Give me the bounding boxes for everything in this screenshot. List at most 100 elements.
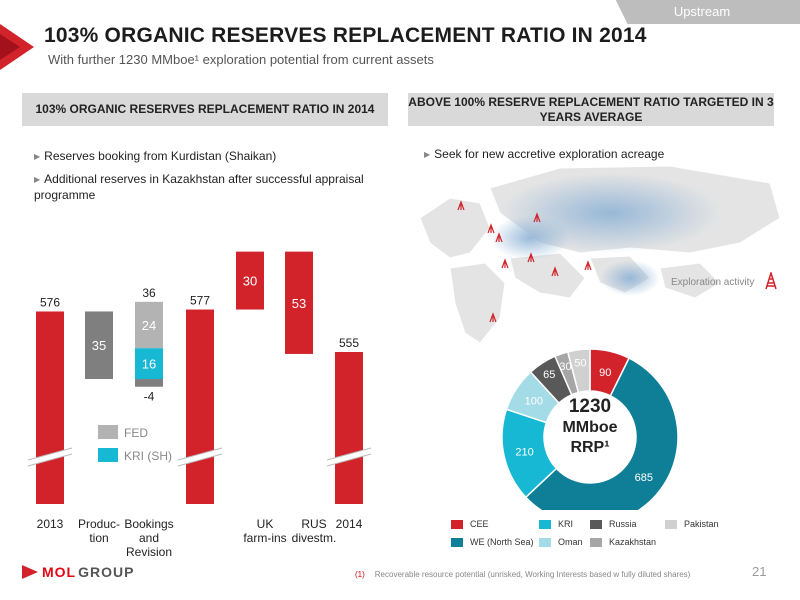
left-bullet-2-text: Additional reserves in Kazakhstan after …: [34, 172, 364, 202]
value-label-production: 35: [92, 338, 106, 353]
legend-label: KRI: [558, 519, 574, 529]
category-label-line: UK: [257, 517, 274, 531]
value-label-uk: 30: [243, 274, 257, 289]
legend-swatch: [451, 537, 463, 547]
section-tab: Upstream: [615, 0, 800, 24]
left-bullet-1: ▶ Reserves booking from Kurdistan (Shaika…: [34, 149, 277, 163]
donut-chart: 90 685 210 100 65 30 50: [501, 348, 679, 510]
donut-value-label: 50: [574, 358, 586, 370]
bar-subtotal: [186, 309, 214, 504]
legend-label: Oman: [558, 537, 583, 547]
donut-value-label: 100: [525, 396, 543, 408]
page-title: 103% ORGANIC RESERVES REPLACEMENT RATIO …: [44, 24, 647, 47]
legend-we-north-sea: WE (North Sea): [451, 537, 534, 547]
bar-rus-divestment: [285, 251, 313, 354]
legend-label: CEE: [470, 519, 489, 529]
category-label-line: Produc-: [78, 517, 120, 531]
right-panel-heading: ABOVE 100% RESERVE REPLACEMENT RATIO TAR…: [408, 93, 774, 126]
legend-label: WE (North Sea): [470, 537, 534, 547]
value-label-bookings-total: 36: [142, 286, 156, 300]
category-label-line: Revision: [126, 545, 172, 559]
waterfall-chart: 576 35 16 24 -4 36 577 30 53 555 FED KRI (SH) 2013 Pr…: [27, 251, 372, 559]
legend-label: Kazakhstan: [609, 537, 657, 547]
rig-icon: [533, 212, 541, 223]
legend-label: Russia: [609, 519, 637, 529]
legend-russia: Russia: [590, 519, 637, 529]
legend-kri: KRI: [539, 519, 573, 529]
legend-swatch: [590, 519, 602, 529]
axis-break: [327, 448, 371, 466]
legend-swatch: [539, 519, 551, 529]
value-label-other: -4: [144, 390, 155, 404]
legend-swatch: [665, 519, 677, 529]
rig-icon: [487, 223, 495, 234]
category-label-line: farm-ins: [243, 531, 286, 545]
bar-2013: [36, 311, 64, 504]
bar-segment-other: [135, 379, 163, 387]
donut-slice-pakistan: [566, 348, 591, 394]
category-label: Bookings and Revision: [124, 517, 173, 559]
donut-value-label: 210: [515, 446, 533, 458]
bar-production: [85, 311, 113, 380]
category-label-line: divestm.: [292, 531, 337, 545]
axis-break-line: [326, 453, 372, 467]
logo-mol: MOL: [42, 564, 77, 580]
axis-break: [28, 448, 72, 466]
donut-center-unit: MMboe: [562, 419, 618, 436]
donut-center-value: 1230: [568, 396, 612, 417]
rig-icon: [584, 260, 592, 271]
axis-break-line: [177, 453, 223, 467]
legend-label-fed: FED: [124, 426, 148, 440]
value-label-subtotal: 577: [190, 294, 210, 308]
page-number: 21: [752, 564, 767, 579]
value-label-kri: 16: [142, 357, 156, 372]
category-label: 2014: [336, 517, 363, 531]
left-bullet-1-text: Reserves booking from Kurdistan (Shaikan…: [44, 149, 277, 163]
left-bullet-2: ▶ Additional reserves in Kazakhstan after…: [34, 172, 364, 202]
rig-icon: [527, 252, 535, 263]
value-label-rus: 53: [292, 296, 306, 311]
legend-kazakhstan: Kazakhstan: [590, 537, 656, 547]
corner-logo-mark: [0, 24, 34, 70]
axis-break: [178, 448, 222, 466]
category-label: 2013: [37, 517, 64, 531]
world-map: [419, 165, 781, 344]
category-label-line: and: [139, 531, 159, 545]
value-label-fed: 24: [142, 318, 156, 333]
category-label-line: Bookings: [124, 517, 173, 531]
legend-oman: Oman: [539, 537, 583, 547]
donut-center-label: 1230 MMboe RRP¹: [545, 396, 635, 458]
category-label-line: 2014: [336, 517, 363, 531]
footnote-marker: (1): [355, 570, 365, 579]
bar-segment-kri: [135, 348, 163, 380]
value-label-2013: 576: [40, 295, 60, 309]
value-label-2014: 555: [339, 336, 359, 350]
bar-segment-fed: [135, 301, 163, 349]
legend-swatch: [451, 519, 463, 529]
drilling-rig-icon: [765, 272, 777, 290]
page-subtitle: With further 1230 MMboe¹ exploration pot…: [48, 52, 434, 67]
legend-swatch: [539, 537, 551, 547]
left-panel-heading: 103% ORGANIC RESERVES REPLACEMENT RATIO …: [22, 93, 388, 126]
legend-swatch-fed: [98, 425, 118, 439]
axis-break-line: [177, 447, 223, 461]
footnote: (1) Recoverable resource potential (unris…: [355, 570, 690, 579]
right-bullet-1: ▶ Seek for new accretive exploration acre…: [424, 147, 665, 161]
legend-swatch: [590, 537, 602, 547]
bar-uk-farm-ins: [236, 251, 264, 310]
category-label-line: tion: [89, 531, 108, 545]
company-logo: MOL GROUP: [22, 564, 134, 580]
right-bullet-1-text: Seek for new accretive exploration acrea…: [434, 147, 665, 161]
rig-icon: [551, 266, 559, 277]
donut-value-label: 90: [599, 367, 611, 379]
axis-break-line: [326, 447, 372, 461]
map-legend-label: Exploration activity: [671, 277, 755, 288]
donut-value-label: 30: [559, 361, 571, 373]
rig-icon: [501, 258, 509, 269]
bar-2014: [335, 352, 363, 504]
legend-pakistan: Pakistan: [665, 519, 719, 529]
donut-center-rrp: RRP¹: [570, 439, 610, 456]
legend-cee: CEE: [451, 519, 489, 529]
donut-value-label: 65: [543, 369, 555, 381]
logo-arrow-icon: [22, 565, 38, 579]
